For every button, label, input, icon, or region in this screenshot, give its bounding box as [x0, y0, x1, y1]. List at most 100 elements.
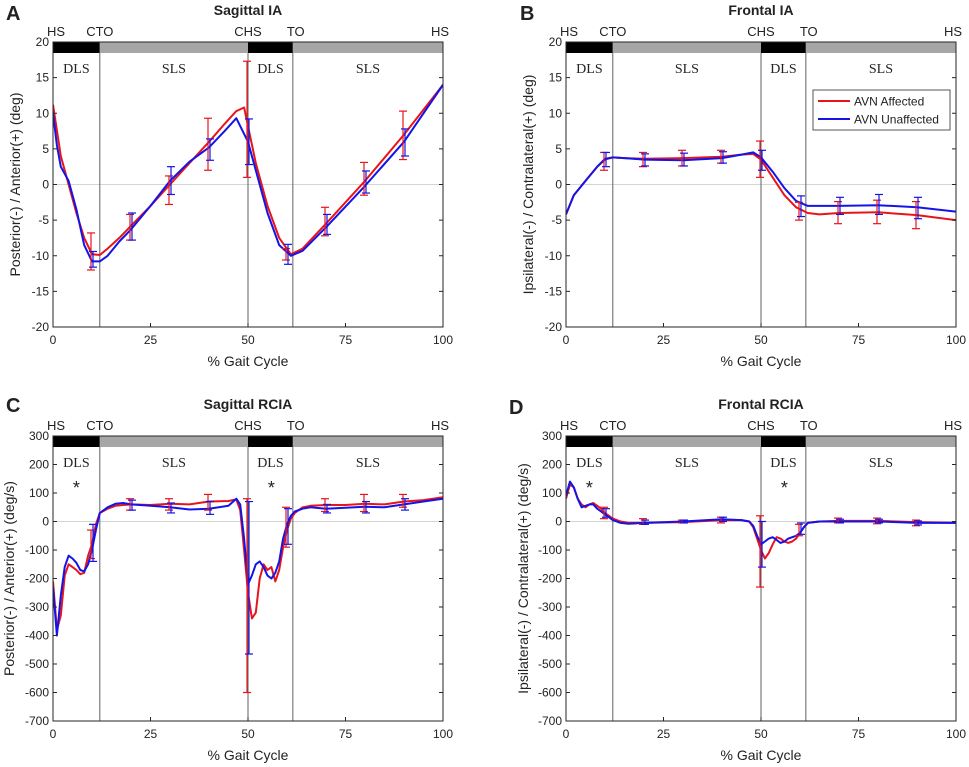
- event-label: CTO: [86, 24, 113, 39]
- y-tick-label: -200: [538, 572, 562, 586]
- panel-b-event-labels: HS CTO CHS TO HS: [560, 24, 962, 39]
- x-tick-label: 50: [754, 333, 768, 347]
- error-bar: [797, 195, 805, 218]
- phase-label: DLS: [257, 456, 283, 471]
- x-tick-label: 0: [563, 333, 570, 347]
- phase-bar-segment: [53, 42, 100, 53]
- phase-label: SLS: [356, 62, 380, 77]
- error-bar: [836, 196, 844, 216]
- y-tick-label: -20: [545, 320, 563, 334]
- panel-c-phase-labels: DLS SLS DLS SLS: [63, 456, 380, 471]
- error-bar: [321, 206, 329, 237]
- y-tick-label: 15: [549, 71, 563, 85]
- panel-b-frame: [565, 41, 957, 328]
- y-tick-label: 10: [36, 106, 50, 120]
- error-bar: [602, 508, 610, 518]
- panel-d: D Frontal RCIA Ipsilateral(-) / Contrala…: [509, 396, 966, 763]
- panel-b-phase-labels: DLS SLS DLS SLS: [576, 62, 893, 77]
- panel-b-y-axis: -20 -15 -10 -5 0 5 10 15 20: [545, 35, 956, 334]
- error-bar: [128, 212, 136, 241]
- phase-label: SLS: [356, 456, 380, 471]
- phase-bar-segment: [566, 42, 613, 53]
- event-label: CTO: [599, 24, 626, 39]
- x-tick-label: 50: [754, 727, 768, 741]
- error-bar: [87, 529, 95, 560]
- phase-label: DLS: [576, 62, 602, 77]
- error-bar: [873, 199, 881, 225]
- error-bar: [756, 140, 764, 178]
- error-bar: [204, 493, 212, 511]
- event-label: CHS: [234, 24, 262, 39]
- x-tick-label: 75: [339, 727, 353, 741]
- x-tick-label: 0: [50, 727, 57, 741]
- y-tick-label: -100: [538, 543, 562, 557]
- error-bar: [912, 201, 920, 230]
- panel-c-event-lines: [99, 447, 294, 721]
- error-bar: [323, 213, 331, 235]
- phase-label: SLS: [869, 62, 893, 77]
- panel-d-phase-labels: DLS SLS DLS SLS: [576, 456, 893, 471]
- phase-label: DLS: [63, 62, 89, 77]
- event-label: HS: [431, 418, 449, 433]
- x-tick-label: 25: [144, 333, 158, 347]
- error-bar: [206, 500, 214, 515]
- panel-b-legend: AVN Affected AVN Unaffected: [812, 89, 951, 131]
- phase-bar-segment: [248, 42, 293, 53]
- error-bar: [284, 508, 292, 545]
- error-bar: [795, 201, 803, 221]
- phase-bar-segment: [99, 42, 248, 53]
- phase-bar-segment: [612, 42, 761, 53]
- error-bar: [719, 516, 727, 523]
- error-bar: [165, 498, 173, 511]
- phase-bar-segment: [292, 42, 443, 53]
- event-label: CTO: [86, 418, 113, 433]
- panel-a-frame: [52, 41, 444, 328]
- legend-affected-label: AVN Affected: [854, 95, 924, 109]
- y-tick-label: -300: [25, 600, 49, 614]
- y-tick-label: 20: [549, 35, 563, 49]
- panel-c-event-labels: HS CTO CHS TO HS: [47, 418, 449, 433]
- error-bar: [206, 138, 214, 161]
- y-tick-label: -5: [551, 213, 562, 227]
- panel-a: A Sagittal IA Posterior(-) / Anterior(+)…: [6, 2, 453, 369]
- error-bar: [641, 153, 649, 167]
- y-tick-label: 20: [36, 35, 50, 49]
- error-bar: [914, 520, 922, 526]
- panel-c-stars: * *: [73, 478, 275, 498]
- panel-a-phase-labels: DLS SLS DLS SLS: [63, 62, 380, 77]
- panel-d-event-lines: [612, 447, 807, 721]
- y-tick-label: 5: [42, 142, 49, 156]
- error-bar: [639, 151, 647, 168]
- phase-label: SLS: [162, 62, 186, 77]
- y-tick-label: -100: [25, 543, 49, 557]
- panel-a-series: [53, 84, 443, 263]
- error-bar: [245, 500, 253, 655]
- affected-series-line: [53, 84, 443, 256]
- y-tick-label: -600: [25, 686, 49, 700]
- panel-a-xlabel: % Gait Cycle: [208, 353, 289, 369]
- event-label: HS: [944, 418, 962, 433]
- y-tick-label: -500: [25, 657, 49, 671]
- phase-label: DLS: [770, 62, 796, 77]
- panel-d-title: Frontal RCIA: [718, 396, 804, 412]
- panel-b-phase-bar: [566, 42, 956, 53]
- y-tick-label: 0: [555, 515, 562, 529]
- significance-star: *: [781, 478, 788, 498]
- error-bar: [602, 151, 610, 168]
- panel-d-ylabel: Ipsilateral(-) / Contralateral(+) (deg/s…: [515, 463, 531, 694]
- error-bar: [321, 498, 329, 513]
- error-bar: [89, 250, 97, 268]
- event-label: HS: [47, 24, 65, 39]
- error-bar: [680, 519, 688, 524]
- x-tick-label: 100: [946, 333, 966, 347]
- phase-bar-segment: [292, 436, 443, 447]
- event-label: CHS: [234, 418, 262, 433]
- error-bar: [401, 498, 409, 511]
- panel-d-phase-bar: [566, 436, 956, 447]
- y-tick-label: -400: [25, 629, 49, 643]
- error-bar: [399, 493, 407, 508]
- y-tick-label: 300: [542, 429, 562, 443]
- panel-b-x-axis: 0 25 50 75 100: [563, 323, 966, 347]
- error-bar: [641, 519, 649, 525]
